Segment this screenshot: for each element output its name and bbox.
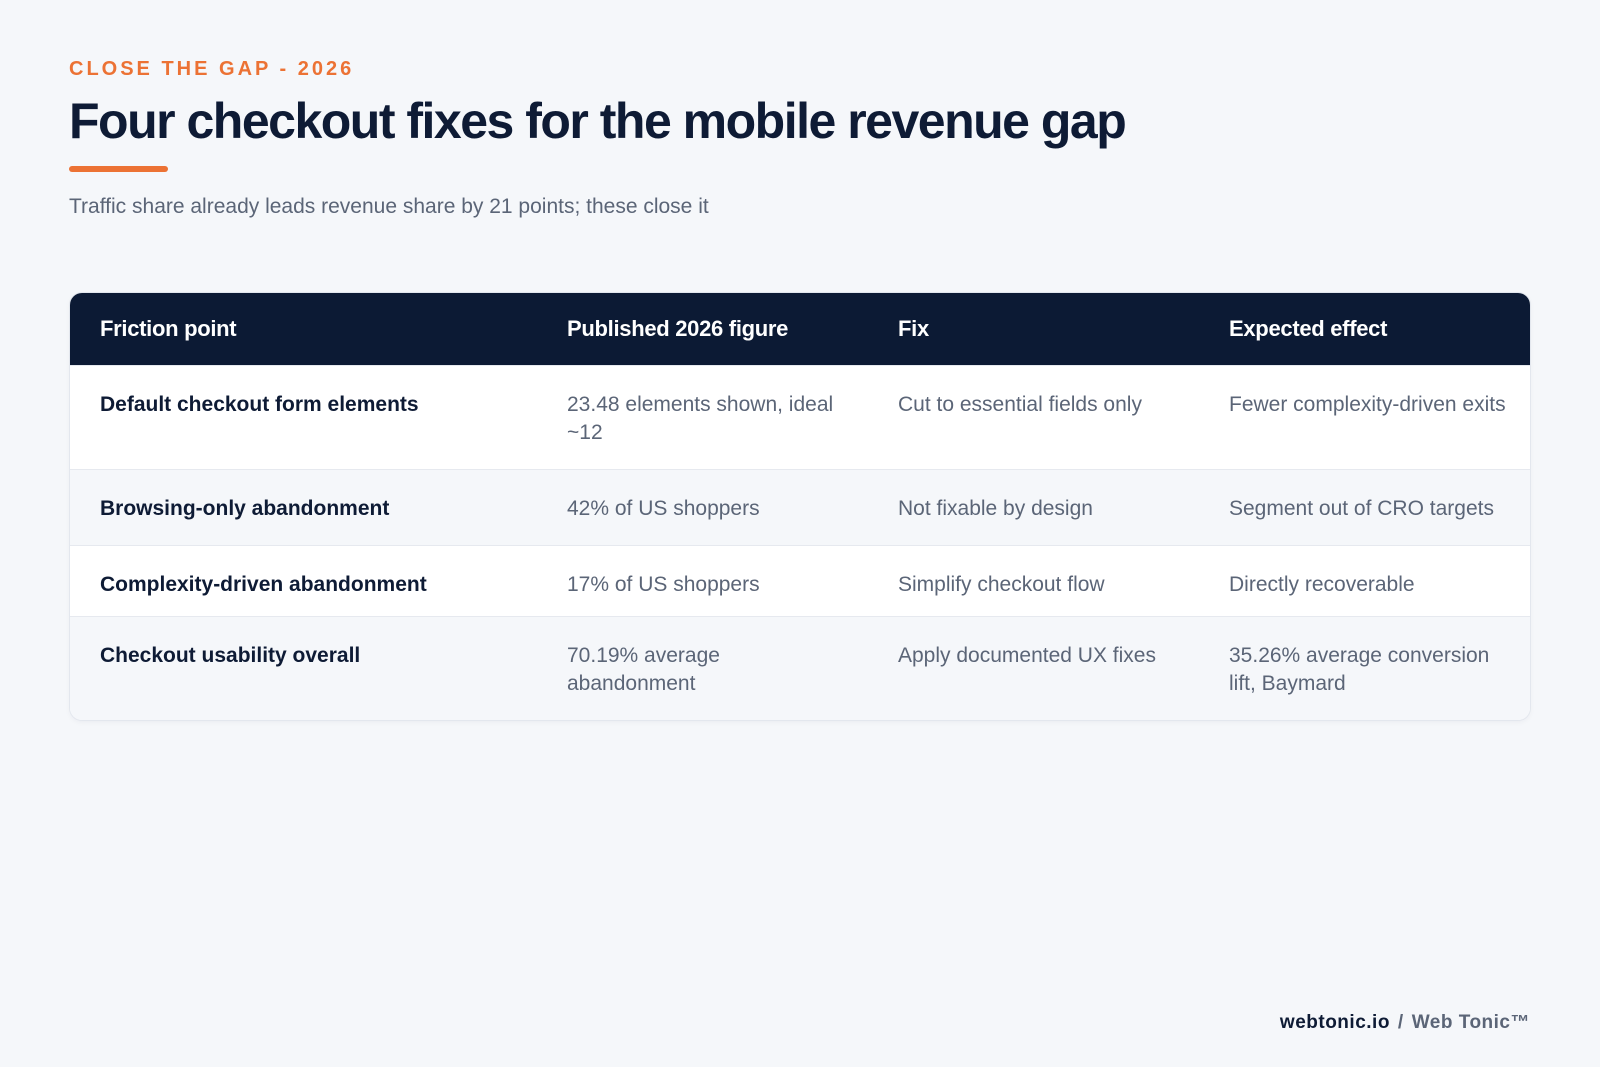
- fix-cell: Simplify checkout flow: [868, 545, 1199, 617]
- column-header-expected-effect: Expected effect: [1229, 316, 1388, 341]
- table-row: Default checkout form elements 23.48 ele…: [70, 365, 1530, 470]
- friction-point-cell: Checkout usability overall: [70, 616, 537, 720]
- eyebrow-label: CLOSE THE GAP - 2026: [69, 58, 355, 80]
- friction-point-cell: Complexity-driven abandonment: [70, 545, 537, 617]
- expected-effect-cell: Fewer complexity-driven exits: [1199, 365, 1530, 470]
- title-underline: [69, 166, 168, 172]
- page-title: Four checkout fixes for the mobile reven…: [69, 93, 1127, 149]
- footer-credit: webtonic.io / Web Tonic™: [1280, 1012, 1530, 1034]
- published-figure-cell: 17% of US shoppers: [537, 545, 868, 617]
- column-header-fix: Fix: [898, 316, 929, 341]
- friction-point-cell: Default checkout form elements: [70, 365, 537, 470]
- friction-point-cell: Browsing-only abandonment: [70, 469, 537, 546]
- footer-brand: Web Tonic™: [1411, 1012, 1530, 1033]
- expected-effect-cell: 35.26% average conversion lift, Baymard: [1199, 616, 1530, 720]
- published-figure-cell: 42% of US shoppers: [537, 469, 868, 546]
- published-figure-cell: 23.48 elements shown, ideal ~12: [537, 365, 868, 470]
- column-header-published-figure: Published 2026 figure: [567, 316, 789, 341]
- fix-cell: Cut to essential fields only: [868, 365, 1199, 470]
- expected-effect-cell: Segment out of CRO targets: [1199, 469, 1530, 546]
- table-row: Browsing-only abandonment 42% of US shop…: [70, 469, 1530, 546]
- footer-site[interactable]: webtonic.io: [1279, 1012, 1390, 1033]
- published-figure-cell: 70.19% average abandonment: [537, 616, 868, 720]
- column-header-friction-point: Friction point: [100, 316, 237, 341]
- footer-separator: /: [1397, 1012, 1404, 1033]
- fixes-table-card: Friction point Published 2026 figure Fix…: [70, 293, 1530, 720]
- page-subtitle: Traffic share already leads revenue shar…: [69, 195, 709, 218]
- table-row: Checkout usability overall 70.19% averag…: [70, 616, 1530, 720]
- fix-cell: Apply documented UX fixes: [868, 616, 1199, 720]
- expected-effect-cell: Directly recoverable: [1199, 545, 1530, 617]
- table-row: Complexity-driven abandonment 17% of US …: [70, 545, 1530, 617]
- table-header-row: Friction point Published 2026 figure Fix…: [70, 293, 1530, 366]
- fix-cell: Not fixable by design: [868, 469, 1199, 546]
- fixes-table: Friction point Published 2026 figure Fix…: [70, 293, 1530, 720]
